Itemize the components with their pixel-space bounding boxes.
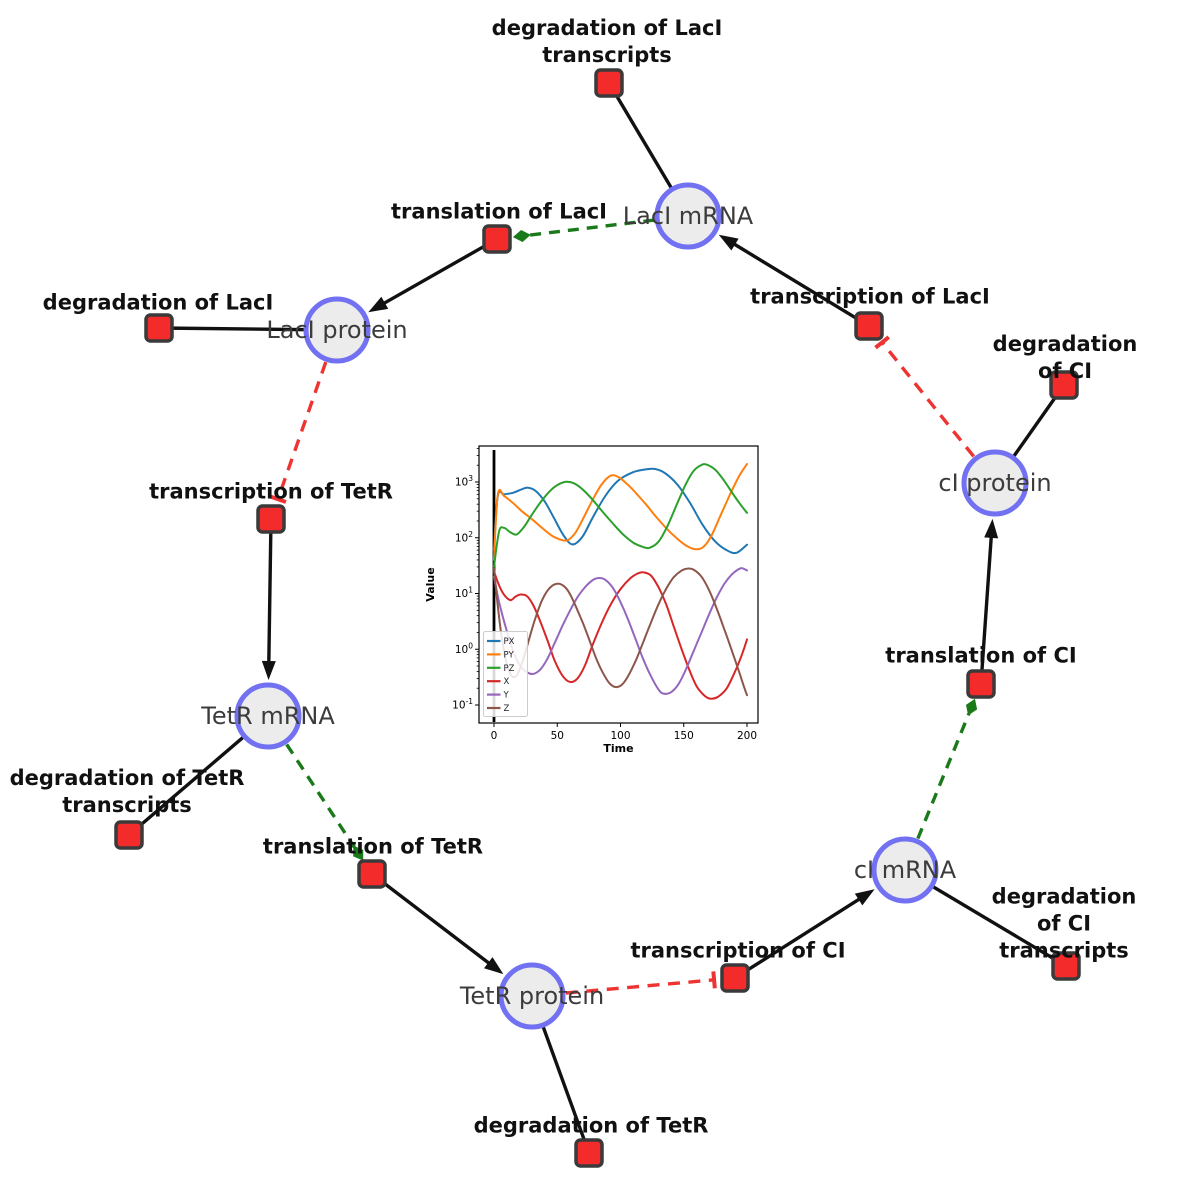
legend-label-Z: Z [504,704,510,714]
arrowhead-icon [261,660,276,681]
edge-line [381,244,486,306]
reaction-node-transc_ci[interactable] [720,963,750,993]
arrowhead-icon [984,518,999,539]
chart-legend: PX PY PZ XYZ [483,631,528,717]
legend-label-Y: Y [503,691,510,701]
x-tick-label: 100 [610,730,630,742]
edge-line [565,978,715,995]
edge-line [276,361,328,500]
reaction-node-transl_tetr[interactable] [357,859,387,889]
edge-line [285,743,356,849]
inset-chart: 0 50 100 150 20010310210110010-1TimeValuePXP… [424,445,759,755]
edge-line [382,881,492,966]
series-line-X [493,570,748,700]
nodes-layer [114,68,1081,1168]
species-node-ci_protein[interactable] [961,449,1029,517]
edge-transc_laci-to-laci_mrna [718,234,858,321]
species-node-tetr_mrna[interactable] [234,682,302,750]
reaction-node-deg_tetr_tx[interactable] [114,820,144,850]
arrowhead-icon [854,889,875,906]
species-node-tetr_protein[interactable] [498,962,566,1030]
edge-line [731,241,858,321]
activation-diamond-icon [965,698,978,716]
x-tick-label: 50 [551,730,564,742]
edge-ci_mrna-to-transl_ci [916,698,978,840]
reaction-node-transc_laci[interactable] [854,311,884,341]
inhibition-tee-icon [711,971,717,989]
inhibition-tee-icon [269,494,287,504]
edge-transc_tetr-to-tetr_mrna [261,532,276,681]
edge-transl_ci-to-ci_protein [980,518,999,671]
reaction-node-transl_laci[interactable] [482,224,512,254]
edge-tetr_protein-to-transc_ci [565,971,717,995]
edge-laci_protein-to-transc_tetr [269,361,328,504]
edge-transl_tetr-to-tetr_protein [382,881,504,975]
arrowhead-icon [368,296,389,313]
edge-ci_protein-to-transc_laci [874,335,976,458]
edge-transl_laci-to-laci_protein [368,244,486,313]
y-tick-label: 102 [455,530,473,545]
edge-line [528,218,655,237]
edge-line [980,534,994,671]
edge-line [916,712,971,840]
x-tick-label: 200 [737,730,757,742]
reaction-node-transc_tetr[interactable] [256,504,286,534]
legend-label-X: X [504,677,510,687]
y-tick-label: 10-1 [452,697,473,712]
edge-transc_ci-to-ci_mrna [745,889,875,972]
activation-diamond-icon [353,845,364,861]
y-tick-label: 101 [455,586,473,601]
reaction-node-deg_tetr[interactable] [574,1138,604,1168]
species-node-laci_protein[interactable] [303,296,371,364]
activation-diamond-icon [512,230,531,242]
series-line-Y [493,567,748,695]
reaction-node-deg_ci[interactable] [1049,370,1079,400]
inhibition-tee-icon [874,335,891,350]
edge-line [880,341,976,458]
x-tick-label: 0 [491,730,498,742]
y-tick-label: 103 [455,474,473,489]
legend-label-PZ: PZ [504,664,515,674]
edge-tetr_mrna-to-transl_tetr [285,743,364,861]
edge-line [745,896,863,972]
y-tick-label: 100 [455,641,473,656]
species-node-ci_mrna[interactable] [871,836,939,904]
reaction-node-deg_laci_tx[interactable] [594,68,624,98]
series-line-PZ [493,463,748,568]
reaction-node-deg_ci_tx[interactable] [1051,951,1081,981]
edge-laci_mrna-to-transl_laci [512,218,655,242]
chart-y-axis-label: Value [424,567,437,601]
edge-line [267,532,273,665]
arrowhead-icon [484,957,504,975]
legend-label-PX: PX [504,637,515,647]
reaction-node-deg_laci[interactable] [144,313,174,343]
reaction-node-transl_ci[interactable] [966,669,996,699]
legend-label-PY: PY [504,650,515,660]
species-node-laci_mrna[interactable] [654,182,722,250]
arrowhead-icon [718,234,739,251]
chart-x-axis-label: Time [603,742,633,755]
x-tick-label: 150 [674,730,694,742]
